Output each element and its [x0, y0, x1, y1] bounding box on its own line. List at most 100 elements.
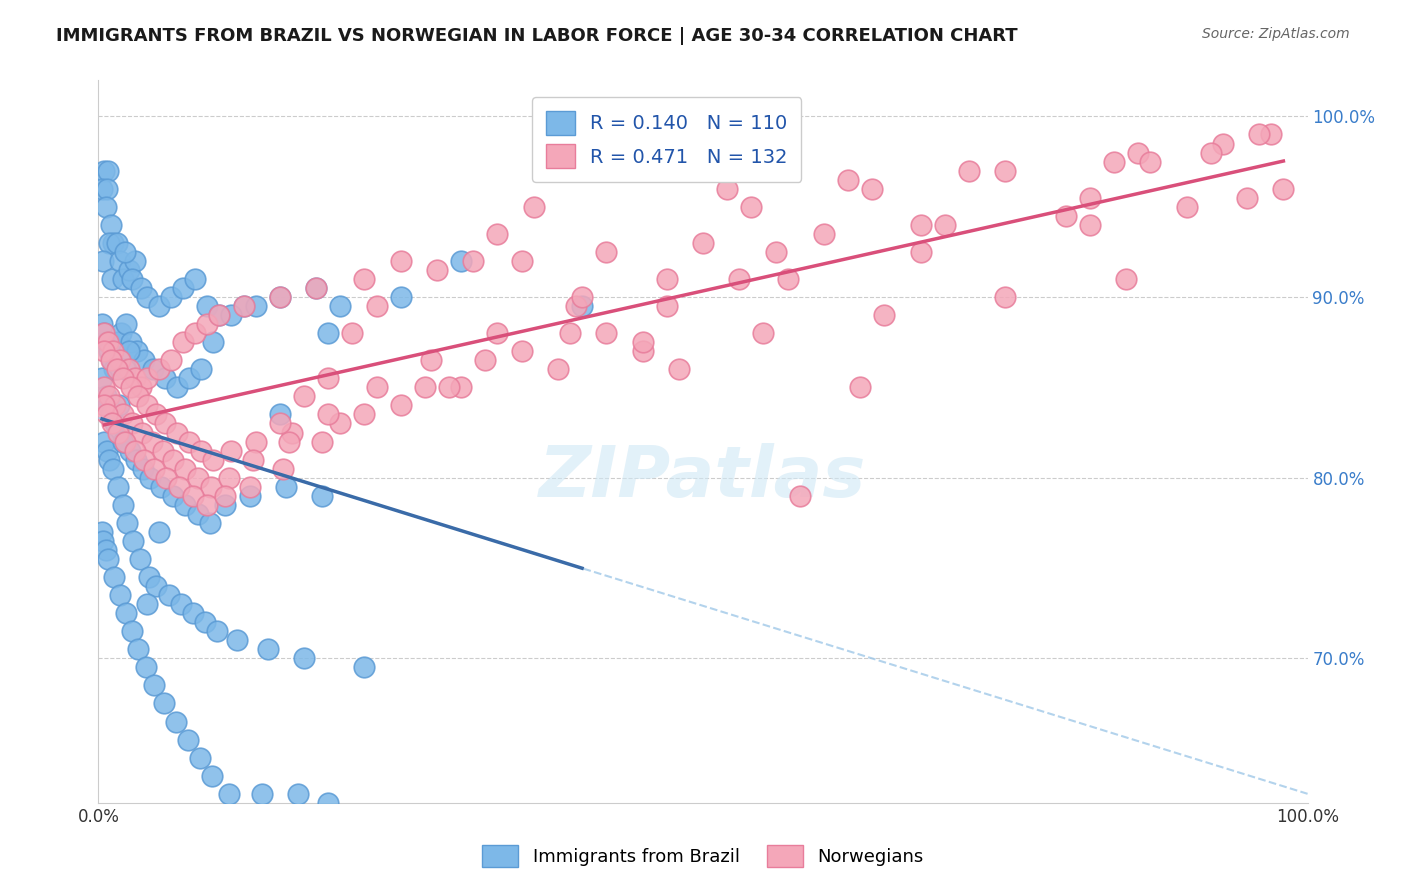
Point — [547, 362, 569, 376]
Point — [131, 425, 153, 440]
Point — [292, 651, 315, 665]
Point — [353, 660, 375, 674]
Point — [100, 272, 122, 286]
Point — [389, 253, 412, 268]
Point — [184, 272, 207, 286]
Point — [115, 606, 138, 620]
Point — [96, 182, 118, 196]
Point — [91, 533, 114, 548]
Point — [1102, 154, 1125, 169]
Point — [523, 200, 546, 214]
Point — [124, 371, 146, 385]
Point — [103, 362, 125, 376]
Point — [269, 290, 291, 304]
Point — [127, 642, 149, 657]
Point — [558, 326, 581, 341]
Point — [169, 597, 191, 611]
Point — [135, 398, 157, 412]
Point — [93, 398, 115, 412]
Point — [132, 461, 155, 475]
Point — [107, 480, 129, 494]
Point — [100, 353, 122, 368]
Point — [96, 335, 118, 350]
Text: Source: ZipAtlas.com: Source: ZipAtlas.com — [1202, 27, 1350, 41]
Point — [668, 362, 690, 376]
Point — [188, 750, 211, 764]
Point — [181, 489, 204, 503]
Point — [353, 408, 375, 422]
Point — [474, 353, 496, 368]
Point — [837, 172, 859, 186]
Point — [135, 290, 157, 304]
Point — [134, 353, 156, 368]
Point — [232, 299, 254, 313]
Point — [141, 434, 163, 449]
Point — [214, 498, 236, 512]
Point — [93, 380, 115, 394]
Point — [728, 272, 751, 286]
Point — [142, 362, 165, 376]
Point — [1199, 145, 1222, 160]
Point — [208, 308, 231, 322]
Point — [994, 163, 1017, 178]
Point — [94, 200, 117, 214]
Point — [93, 344, 115, 359]
Point — [239, 489, 262, 503]
Point — [631, 344, 654, 359]
Point — [152, 697, 174, 711]
Point — [655, 299, 678, 313]
Point — [1054, 209, 1077, 223]
Point — [202, 335, 225, 350]
Point — [342, 326, 364, 341]
Point — [165, 714, 187, 729]
Point — [93, 326, 115, 341]
Point — [114, 362, 136, 376]
Point — [172, 281, 194, 295]
Point — [195, 498, 218, 512]
Point — [1236, 191, 1258, 205]
Point — [127, 389, 149, 403]
Point — [94, 389, 117, 403]
Point — [91, 524, 114, 539]
Point — [486, 326, 509, 341]
Point — [114, 434, 136, 449]
Point — [107, 335, 129, 350]
Point — [93, 163, 115, 178]
Point — [571, 299, 593, 313]
Point — [145, 579, 167, 593]
Point — [305, 281, 328, 295]
Point — [108, 425, 131, 440]
Point — [994, 290, 1017, 304]
Point — [145, 408, 167, 422]
Point — [111, 408, 134, 422]
Point — [129, 281, 152, 295]
Point — [162, 489, 184, 503]
Point — [571, 290, 593, 304]
Point — [91, 371, 114, 385]
Point — [98, 235, 121, 250]
Point — [245, 434, 267, 449]
Point — [311, 489, 333, 503]
Point — [105, 362, 128, 376]
Text: IMMIGRANTS FROM BRAZIL VS NORWEGIAN IN LABOR FORCE | AGE 30-34 CORRELATION CHART: IMMIGRANTS FROM BRAZIL VS NORWEGIAN IN L… — [56, 27, 1018, 45]
Point — [1115, 272, 1137, 286]
Point — [765, 244, 787, 259]
Point — [316, 326, 339, 341]
Point — [194, 615, 217, 630]
Point — [121, 624, 143, 639]
Point — [450, 253, 472, 268]
Point — [118, 362, 141, 376]
Point — [124, 443, 146, 458]
Point — [91, 317, 114, 331]
Point — [329, 299, 352, 313]
Point — [98, 389, 121, 403]
Point — [155, 470, 177, 484]
Point — [105, 235, 128, 250]
Point — [121, 272, 143, 286]
Point — [250, 787, 273, 801]
Point — [96, 443, 118, 458]
Point — [148, 299, 170, 313]
Point — [1249, 128, 1271, 142]
Point — [97, 335, 120, 350]
Point — [138, 570, 160, 584]
